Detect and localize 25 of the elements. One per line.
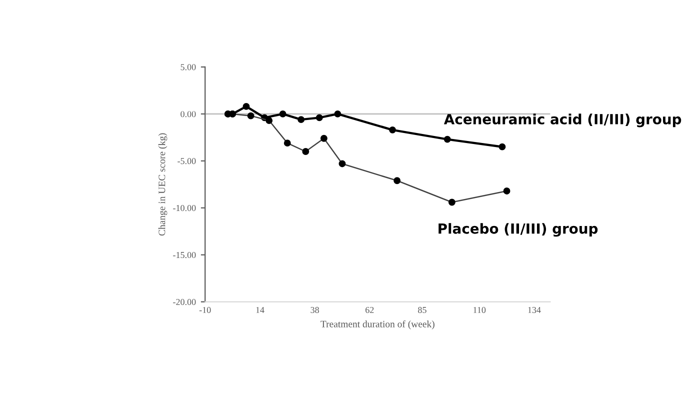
x-tick-label: 14	[256, 306, 264, 313]
y-tick-label: -10.00	[173, 205, 196, 212]
y-axis-title: Change in UEC score (kg)	[158, 133, 168, 236]
series-label: Placebo (II/III) group	[438, 223, 598, 237]
x-tick-label: -10	[199, 306, 211, 314]
y-tick-label: -5.00	[178, 158, 196, 164]
point	[444, 136, 451, 143]
y-tick-label: 0.00	[180, 111, 196, 118]
y-tick-label: 5.00	[180, 64, 196, 70]
series-label: Aceneuramic acid (II/III) group	[444, 114, 682, 128]
y-tick-label: -20.00	[173, 298, 196, 306]
x-tick-label: 134	[528, 306, 541, 314]
point	[242, 102, 250, 110]
x-tick-label: 85	[418, 306, 426, 314]
point	[334, 110, 342, 118]
point	[279, 110, 286, 118]
point	[389, 126, 396, 134]
point	[498, 143, 506, 150]
x-tick-label: 110	[474, 306, 486, 314]
y-tick-label: -15.00	[173, 252, 196, 258]
x-tick-label: 38	[310, 306, 319, 314]
x-axis-title: Treatment duration of (week)	[320, 320, 434, 330]
x-tick-label: 62	[366, 306, 374, 314]
point	[316, 114, 323, 122]
point	[298, 116, 305, 124]
